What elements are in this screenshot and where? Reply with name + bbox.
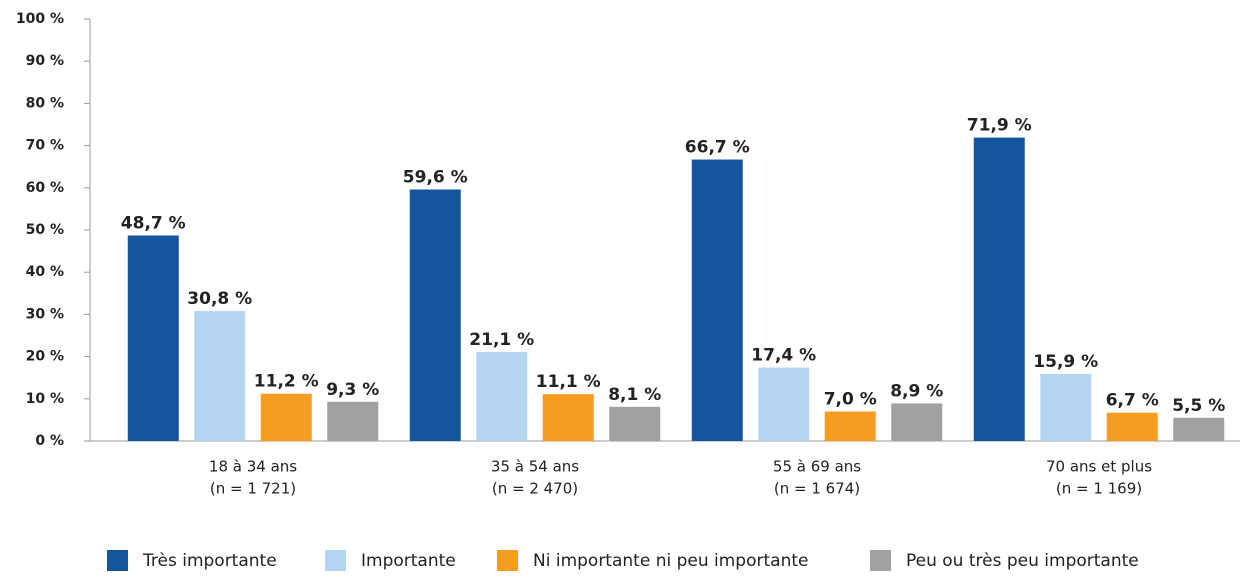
y-tick-label: 30 % [26,306,64,322]
x-tick-label: 35 à 54 ans [491,458,579,476]
bar [194,311,246,441]
bar [824,411,876,441]
x-tick-label: 55 à 69 ans [773,458,861,476]
bar [691,159,743,441]
legend-label: Peu ou très peu importante [906,551,1139,571]
x-tick-label: (n = 1 721) [210,480,296,498]
bar [973,137,1025,441]
value-label: 59,6 % [403,167,468,187]
value-label: 11,2 % [254,372,319,392]
value-label: 15,9 % [1033,352,1098,372]
value-label: 9,3 % [326,380,379,400]
legend-swatch [870,550,891,571]
bar [1040,373,1092,441]
y-tick-label: 90 % [26,53,64,69]
value-label: 11,1 % [536,372,601,392]
value-label: 7,0 % [824,389,877,409]
y-tick-label: 40 % [26,264,64,280]
y-tick-label: 70 % [26,138,64,154]
x-tick-label: (n = 1 169) [1056,480,1142,498]
x-tick-label: 18 à 34 ans [209,458,297,476]
x-tick-label: 70 ans et plus [1046,458,1152,476]
legend-label: Importante [361,551,456,571]
value-label: 17,4 % [751,346,816,366]
y-tick-label: 10 % [26,391,64,407]
value-label: 8,1 % [608,385,661,405]
legend-swatch [107,550,128,571]
legend-swatch [325,550,346,571]
y-tick-label: 20 % [26,349,64,365]
legend-label: Très importante [142,551,277,571]
y-tick-label: 50 % [26,222,64,238]
value-label: 21,1 % [469,330,534,350]
bar [758,367,810,441]
x-tick-label: (n = 1 674) [774,480,860,498]
value-label: 66,7 % [685,138,750,158]
bar [1173,417,1225,441]
y-tick-label: 100 % [16,11,64,27]
value-label: 5,5 % [1172,396,1225,416]
bar [609,406,661,441]
bar [409,189,461,441]
value-label: 8,9 % [890,381,943,401]
value-label: 6,7 % [1106,391,1159,411]
bar [891,403,943,441]
value-label: 30,8 % [187,289,252,309]
y-tick-label: 80 % [26,95,64,111]
bar [1106,412,1158,441]
value-label: 48,7 % [121,213,186,233]
x-tick-label: (n = 2 470) [492,480,578,498]
bar [327,401,379,441]
legend-label: Ni importante ni peu importante [533,551,808,571]
bar [476,351,528,441]
y-tick-label: 0 % [35,433,64,449]
value-label: 71,9 % [967,116,1032,136]
y-tick-label: 60 % [26,180,64,196]
bar [127,235,179,441]
bar [542,394,594,441]
bar [260,393,312,441]
legend-swatch [497,550,518,571]
